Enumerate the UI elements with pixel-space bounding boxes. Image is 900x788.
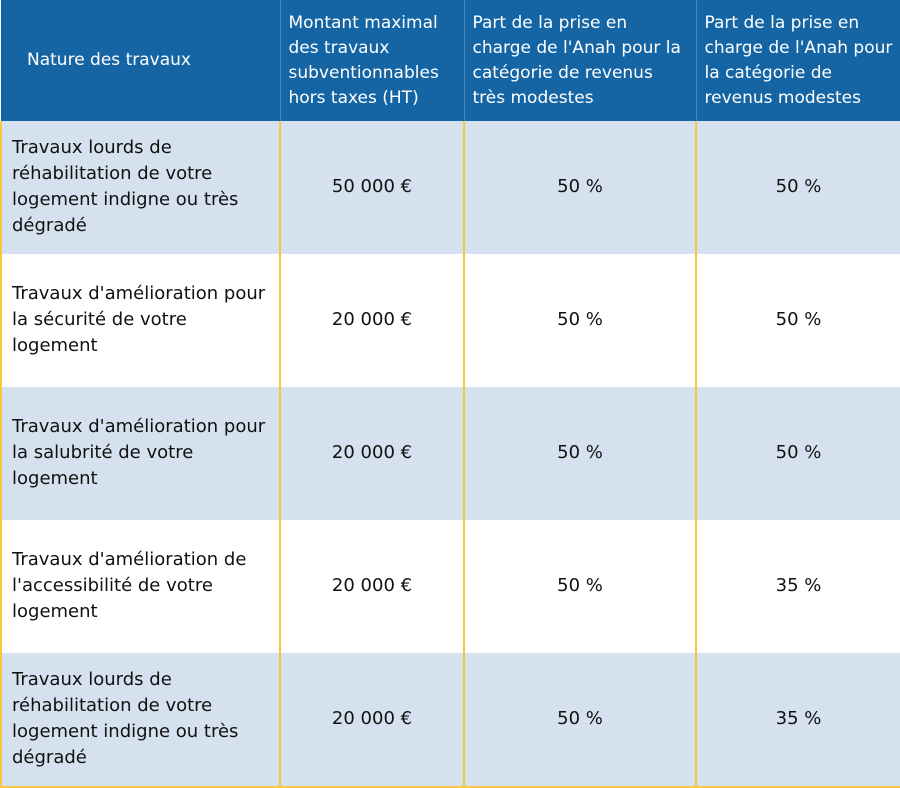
header-tres-modestes: Part de la prise en charge de l'Anah pou… (463, 0, 696, 121)
cell-modestes: 50 % (695, 386, 900, 520)
cell-montant: 20 000 € (279, 519, 465, 653)
cell-tres-modestes: 50 % (463, 652, 697, 788)
cell-modestes: 50 % (695, 121, 900, 254)
cell-montant: 20 000 € (279, 253, 465, 387)
cell-modestes: 35 % (695, 519, 900, 653)
header-nature: Nature des travaux (1, 0, 280, 121)
cell-tres-modestes: 50 % (463, 121, 697, 254)
cell-nature: Travaux d'amélioration pour la salubrité… (0, 386, 281, 520)
table-row: Travaux d'amélioration pour la sécurité … (0, 253, 900, 387)
cell-tres-modestes: 50 % (463, 386, 697, 520)
cell-montant: 20 000 € (279, 386, 465, 520)
cell-montant: 20 000 € (279, 652, 465, 788)
cell-nature: Travaux d'amélioration pour la sécurité … (0, 253, 281, 387)
header-modestes: Part de la prise en charge de l'Anah pou… (695, 0, 900, 121)
header-row: Nature des travaux Montant maximal des t… (1, 0, 900, 121)
header-montant: Montant maximal des travaux subventionna… (279, 0, 464, 121)
table-row: Travaux d'amélioration de l'accessibilit… (0, 519, 900, 653)
table-row: Travaux lourds de réhabilitation de votr… (0, 652, 900, 788)
cell-modestes: 50 % (695, 253, 900, 387)
cell-montant: 50 000 € (279, 121, 465, 254)
cell-nature: Travaux lourds de réhabilitation de votr… (0, 652, 281, 788)
cell-tres-modestes: 50 % (463, 253, 697, 387)
cell-tres-modestes: 50 % (463, 519, 697, 653)
cell-nature: Travaux lourds de réhabilitation de votr… (0, 121, 281, 254)
cell-nature: Travaux d'amélioration de l'accessibilit… (0, 519, 281, 653)
table-row: Travaux lourds de réhabilitation de votr… (0, 121, 900, 254)
table-row: Travaux d'amélioration pour la salubrité… (0, 386, 900, 520)
cell-modestes: 35 % (695, 652, 900, 788)
